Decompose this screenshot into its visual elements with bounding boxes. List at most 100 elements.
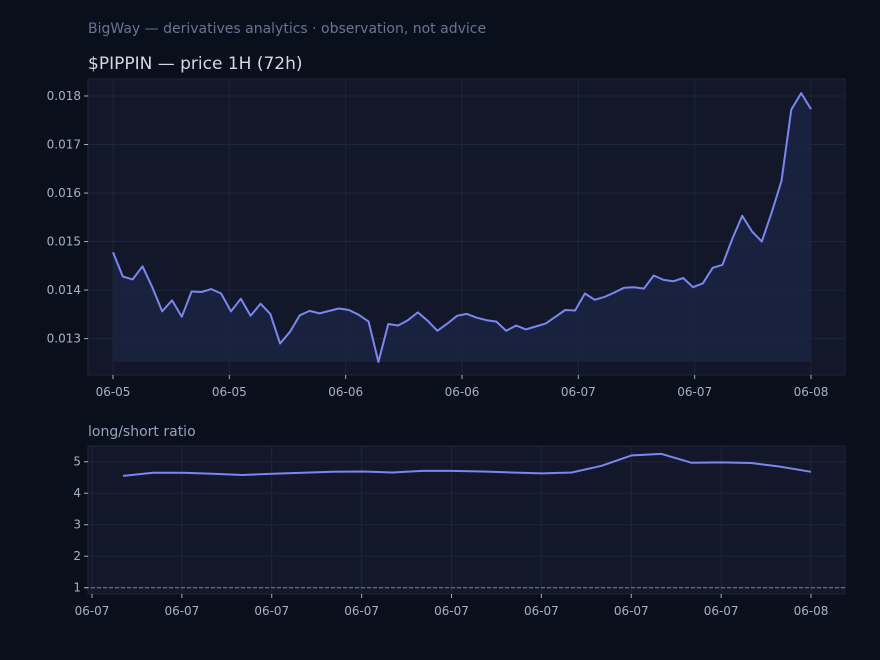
data-point: [131, 277, 135, 281]
y-tick-label: 0.015: [47, 235, 81, 249]
data-point: [180, 315, 184, 319]
data-point: [534, 324, 538, 328]
data-point: [583, 291, 587, 295]
data-point: [406, 318, 410, 322]
data-point: [357, 313, 361, 317]
data-point: [121, 474, 125, 478]
y-tick: 0.018: [47, 89, 88, 103]
data-point: [278, 341, 282, 345]
data-point: [760, 239, 764, 243]
data-point: [219, 291, 223, 295]
data-point: [347, 308, 351, 312]
data-point: [681, 276, 685, 280]
data-point: [659, 452, 663, 456]
y-tick-label: 3: [73, 518, 81, 532]
data-point: [740, 214, 744, 218]
y-tick-label: 0.014: [47, 283, 81, 297]
data-point: [209, 287, 213, 291]
data-point: [543, 321, 547, 325]
data-point: [573, 308, 577, 312]
data-point: [121, 274, 125, 278]
data-point: [652, 273, 656, 277]
data-point: [300, 471, 304, 475]
y-tick: 0.015: [47, 235, 88, 249]
data-point: [484, 318, 488, 322]
x-tick: 06-05: [212, 375, 247, 399]
x-tick: 06-07: [164, 594, 199, 618]
x-tick-label: 06-08: [794, 385, 829, 399]
data-point: [150, 285, 154, 289]
data-point: [691, 285, 695, 289]
data-point: [420, 469, 424, 473]
data-point: [570, 470, 574, 474]
long-short-line: [122, 452, 812, 477]
data-point: [151, 471, 155, 475]
x-tick-label: 06-07: [254, 604, 289, 618]
x-tick-label: 06-07: [524, 604, 559, 618]
data-point: [160, 309, 164, 313]
data-point: [789, 107, 793, 111]
data-point: [330, 470, 334, 474]
data-point: [450, 469, 454, 473]
data-point: [563, 308, 567, 312]
data-point: [689, 461, 693, 465]
data-point: [386, 322, 390, 326]
data-point: [622, 286, 626, 290]
data-point: [327, 309, 331, 313]
data-point: [701, 281, 705, 285]
data-point: [268, 312, 272, 316]
y-tick-label: 0.013: [47, 332, 81, 346]
y-tick: 0.016: [47, 186, 88, 200]
y-tick-label: 1: [73, 581, 81, 595]
data-point: [553, 315, 557, 319]
data-point: [749, 461, 753, 465]
data-point: [435, 329, 439, 333]
y-tick-label: 2: [73, 549, 81, 563]
data-point: [799, 91, 803, 95]
data-point: [248, 314, 252, 318]
data-point: [719, 460, 723, 464]
x-tick-label: 06-07: [561, 385, 596, 399]
x-tick-label: 06-07: [164, 604, 199, 618]
data-point: [779, 465, 783, 469]
data-point: [445, 321, 449, 325]
data-point: [510, 470, 514, 474]
data-point: [465, 312, 469, 316]
data-point: [298, 313, 302, 317]
data-point: [270, 472, 274, 476]
data-point: [189, 289, 193, 293]
data-point: [730, 236, 734, 240]
y-tick: 0.017: [47, 138, 88, 152]
data-point: [602, 295, 606, 299]
data-point: [642, 286, 646, 290]
data-point: [181, 471, 185, 475]
x-tick: 06-07: [524, 594, 559, 618]
data-point: [229, 309, 233, 313]
y-tick: 5: [73, 455, 88, 469]
data-point: [632, 285, 636, 289]
data-point: [416, 310, 420, 314]
x-tick: 06-07: [434, 594, 469, 618]
y-tick: 3: [73, 518, 88, 532]
data-point: [809, 470, 813, 474]
data-point: [480, 469, 484, 473]
data-point: [711, 266, 715, 270]
x-tick-label: 06-05: [212, 385, 247, 399]
data-point: [809, 107, 813, 111]
price-area-fill: [113, 93, 811, 362]
x-tick: 06-07: [75, 594, 109, 618]
long-short-chart: 1 2 3 4 5 06-07 06-07 06-07 06-07 06-07 06-07 06-07…: [73, 445, 846, 618]
data-point: [337, 306, 341, 310]
data-point: [425, 319, 429, 323]
data-point: [199, 290, 203, 294]
ratio-chart-title: long/short ratio: [88, 424, 196, 440]
x-tick: 06-07: [254, 594, 289, 618]
y-tick: 4: [73, 486, 88, 500]
price-chart-title: $PIPPIN — price 1H (72h): [88, 54, 303, 74]
x-tick-label: 06-06: [445, 385, 480, 399]
x-tick: 06-05: [96, 375, 130, 399]
x-tick-label: 06-07: [677, 385, 712, 399]
x-tick: 06-06: [328, 375, 363, 399]
data-point: [671, 279, 675, 283]
